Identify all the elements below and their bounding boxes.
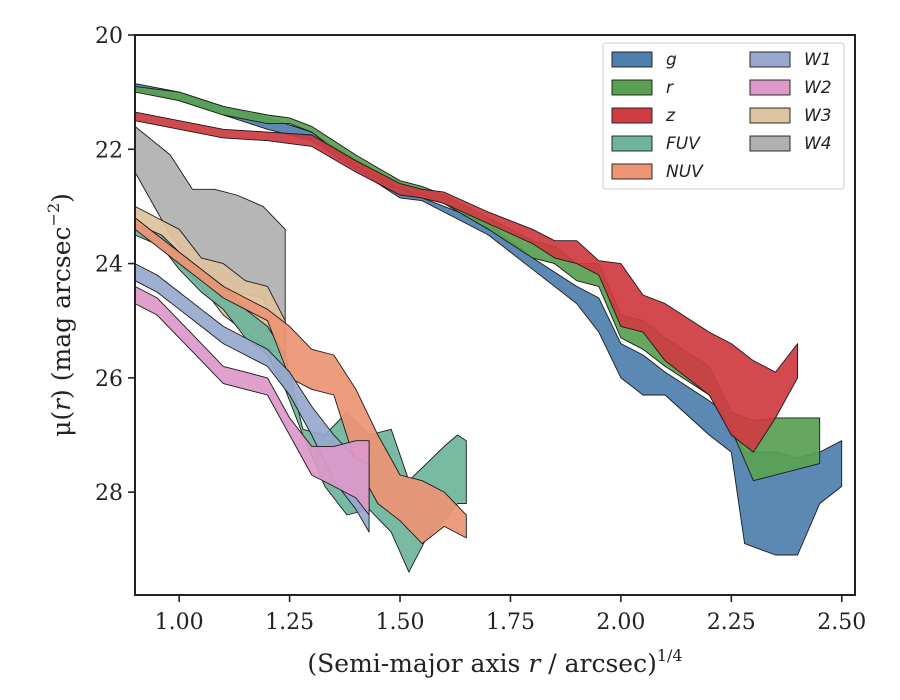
y-tick-label: 28 [95,481,123,506]
y-axis: 20 22 24 26 28 [95,24,135,506]
x-tick-label: 2.50 [817,610,866,635]
legend: grz FUV NUV W1 W2 W3 W4 [602,42,845,190]
band-g [134,83,843,556]
x-tick-label: 2.25 [707,610,756,635]
legend-label-w1: W1 [804,50,832,70]
legend-label-nuv: NUV [666,162,704,182]
band-nuv [134,217,467,545]
legend-label-w4: W4 [804,134,832,154]
legend-label-r: r [666,78,674,98]
band-w2 [134,285,370,516]
x-tick-label: 2.00 [596,610,645,635]
y-tick-label: 20 [95,24,123,49]
band-z [134,111,799,453]
legend-swatch-w2 [749,79,791,96]
x-axis-label: (Semi-major axis r / arcsec)1/4 [307,646,682,678]
legend-box [602,42,845,190]
legend-swatch-fuv [611,135,653,152]
legend-swatch-w4 [749,135,791,152]
y-tick-label: 22 [95,138,123,163]
y-tick-label: 24 [95,253,123,278]
legend-swatch-r [611,79,653,96]
legend-swatch-w1 [749,51,791,68]
y-axis-label: μ(r) (mag arcsec−2) [44,193,76,437]
legend-label-fuv: FUV [666,134,701,154]
plot-frame [134,34,856,596]
legend-label-z: z [665,106,676,126]
x-axis: 1.00 1.25 1.50 1.75 2.00 2.25 2.50 [155,595,866,635]
legend-swatch-w3 [749,107,791,124]
x-tick-label: 1.75 [486,610,535,635]
legend-label-w3: W3 [804,106,832,126]
x-tick-label: 1.00 [155,610,204,635]
legend-label-g: g [666,50,677,70]
legend-swatch-z [611,107,653,124]
y-tick-label: 26 [95,367,123,392]
x-tick-label: 1.25 [265,610,314,635]
band-w1 [134,263,370,533]
legend-label-w2: W2 [804,78,832,98]
legend-swatch-g [611,51,653,68]
legend-swatch-nuv [611,163,653,180]
bands-layer [134,83,843,573]
x-tick-label: 1.50 [376,610,425,635]
